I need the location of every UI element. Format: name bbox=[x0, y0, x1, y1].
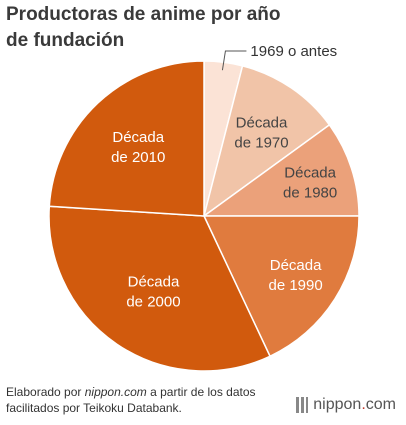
pie-chart: 1969 o antes Década de 1970 Década de 1980 Dé… bbox=[48, 43, 360, 372]
slice-label-0: 1969 o antes bbox=[250, 43, 337, 60]
chart-title: Productoras de anime por año de fundació… bbox=[6, 2, 336, 54]
leader-line-0 bbox=[221, 50, 247, 71]
slice-label-5: Década de 2010 bbox=[111, 129, 165, 166]
slice-label-3: Década de 1990 bbox=[268, 257, 322, 294]
pie-slice-1 bbox=[202, 64, 331, 218]
pie-slice-4 bbox=[48, 205, 271, 372]
source-suffix: a partir de los datos facilitados por Te… bbox=[6, 385, 256, 415]
slice-label-2: Década de 1980 bbox=[283, 165, 337, 202]
slice-label-1: Década de 1970 bbox=[234, 114, 288, 151]
slice-label-4: Década de 2000 bbox=[126, 273, 180, 310]
chart-title-line-1: Productoras de anime por año bbox=[6, 4, 281, 25]
chart-title-line-2: de fundación bbox=[6, 30, 125, 51]
brand-name: nippon bbox=[313, 396, 362, 413]
brand-dot: . bbox=[361, 396, 366, 413]
source-site: nippon.com bbox=[84, 385, 147, 399]
pie-slice-2 bbox=[201, 123, 360, 217]
source-note: Elaborado por nippon.com a partir de los… bbox=[6, 384, 276, 416]
pie-slice-5 bbox=[48, 60, 205, 217]
brand-logo: nippon.com bbox=[295, 396, 396, 414]
nippon-logo-icon bbox=[296, 397, 309, 413]
pie-slice-3 bbox=[202, 215, 360, 358]
source-prefix: Elaborado por bbox=[6, 385, 85, 399]
brand-tld: com bbox=[365, 396, 396, 413]
